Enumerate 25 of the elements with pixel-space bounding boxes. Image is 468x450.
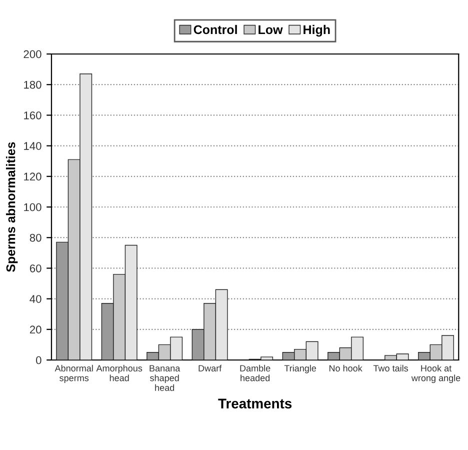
x-tick-label: Damble headed xyxy=(240,364,270,382)
y-tick-label: 180 xyxy=(24,80,42,89)
y-tick-label: 160 xyxy=(24,111,42,120)
x-tick-label: Hook at wrong angle xyxy=(411,364,460,383)
y-tick-label: 120 xyxy=(24,172,42,181)
x-tick-label: No hook xyxy=(329,364,362,372)
y-tick-label: 20 xyxy=(30,326,42,334)
y-tick-label: 0 xyxy=(36,356,42,364)
legend-label: Control xyxy=(194,24,237,34)
x-tick-label: Triangle xyxy=(284,364,316,374)
y-tick-label: 200 xyxy=(24,50,42,58)
x-tick-label: Banana shaped head xyxy=(150,365,180,391)
x-axis-title: Treatments xyxy=(218,398,292,408)
y-tick-label: 60 xyxy=(30,264,42,272)
legend-label: Low xyxy=(258,25,283,34)
x-tick-label: Two tails xyxy=(373,364,408,372)
y-axis-title: Sperms abnormalities xyxy=(6,142,18,272)
y-tick-label: 40 xyxy=(30,295,42,303)
y-tick-label: 140 xyxy=(24,142,42,150)
y-tick-label: 80 xyxy=(30,234,42,242)
y-tick-label: 100 xyxy=(24,203,42,212)
x-tick-label: Dwarf xyxy=(198,364,222,372)
legend-label: High xyxy=(304,24,330,37)
x-tick-label: Amorphous head xyxy=(96,364,142,382)
x-tick-label: Abnormal sperms xyxy=(54,364,93,383)
